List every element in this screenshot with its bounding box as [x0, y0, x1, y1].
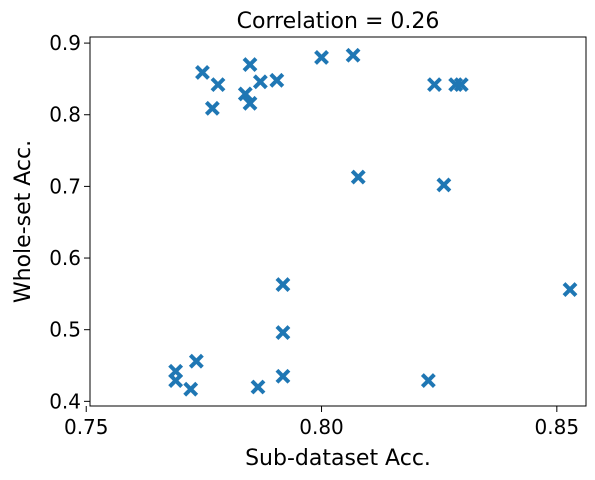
chart-title: Correlation = 0.26: [237, 9, 440, 34]
y-axis-label: Whole-set Acc.: [11, 140, 36, 303]
data-point: [204, 100, 220, 116]
data-point: [195, 65, 210, 80]
x-axis-ticks: 0.75 0.80 0.85: [64, 406, 579, 439]
data-point: [436, 177, 452, 193]
x-tick-label: 0.75: [64, 415, 109, 439]
y-tick-label: 0.9: [49, 31, 81, 55]
data-point: [275, 368, 291, 384]
y-tick-label: 0.7: [49, 174, 81, 198]
data-point: [420, 373, 436, 388]
y-tick-label: 0.4: [49, 389, 81, 413]
data-point: [350, 169, 366, 185]
data-point: [242, 95, 258, 111]
data-point: [242, 57, 258, 72]
data-point: [168, 373, 184, 388]
data-point: [345, 47, 361, 63]
marks-layer: [168, 47, 578, 397]
data-point: [314, 50, 329, 65]
plot-frame: [89, 36, 587, 407]
data-point: [237, 86, 253, 102]
y-axis-ticks: 0.4 0.5 0.6 0.7 0.8 0.9: [49, 31, 90, 413]
data-point: [453, 77, 469, 93]
data-point: [210, 77, 226, 93]
data-point: [183, 381, 199, 397]
data-point: [269, 72, 285, 88]
data-point: [275, 277, 291, 292]
x-axis-label: Sub-dataset Acc.: [245, 446, 431, 471]
data-point: [252, 74, 268, 90]
y-tick-label: 0.5: [49, 318, 81, 342]
data-point: [250, 379, 266, 395]
data-point: [427, 77, 442, 93]
x-tick-label: 0.85: [535, 415, 580, 439]
data-point: [188, 353, 204, 369]
data-point: [275, 325, 291, 340]
y-tick-label: 0.8: [49, 103, 81, 127]
y-tick-label: 0.6: [49, 246, 81, 270]
x-tick-label: 0.80: [299, 415, 344, 439]
data-point: [562, 282, 578, 297]
